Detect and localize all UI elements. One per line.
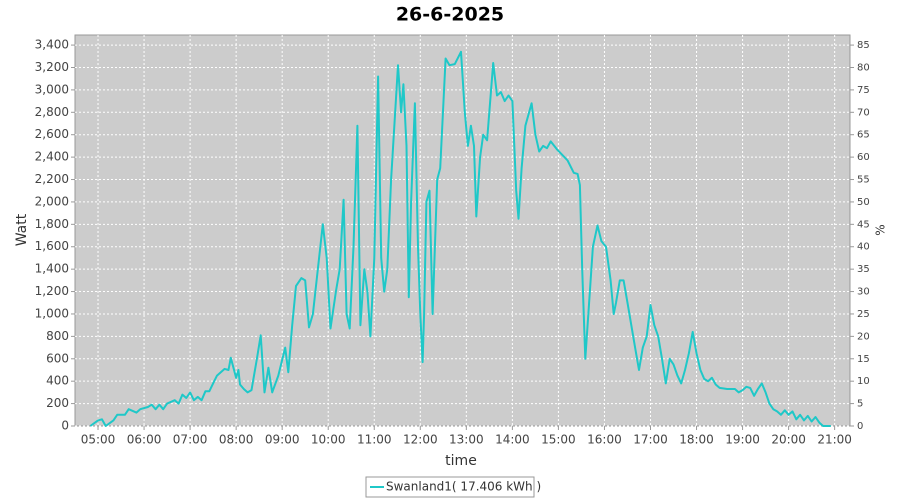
y-tick-label: 2,000 bbox=[35, 194, 69, 208]
y-tick-label: 400 bbox=[46, 374, 69, 388]
y2-tick-label: 70 bbox=[857, 107, 870, 118]
x-tick-label: 21:00 bbox=[817, 433, 852, 447]
y2-tick-label: 25 bbox=[857, 309, 870, 320]
x-tick-label: 16:00 bbox=[587, 433, 622, 447]
x-tick-label: 05:00 bbox=[81, 433, 116, 447]
y2-tick-label: 80 bbox=[857, 62, 870, 73]
x-tick-label: 15:00 bbox=[541, 433, 576, 447]
y2-tick-label: 15 bbox=[857, 354, 870, 365]
y-tick-label: 1,600 bbox=[35, 239, 69, 253]
x-tick-label: 08:00 bbox=[219, 433, 254, 447]
x-tick-label: 12:00 bbox=[403, 433, 438, 447]
x-tick-label: 06:00 bbox=[127, 433, 162, 447]
x-tick-label: 10:00 bbox=[311, 433, 346, 447]
y2-tick-label: 50 bbox=[857, 197, 870, 208]
y-axis-title: Watt bbox=[14, 213, 30, 246]
x-tick-label: 18:00 bbox=[679, 433, 714, 447]
y2-tick-label: 85 bbox=[857, 40, 870, 51]
x-tick-label: 17:00 bbox=[633, 433, 668, 447]
x-axis-title: time bbox=[445, 453, 477, 469]
y2-tick-label: 10 bbox=[857, 376, 870, 387]
y-tick-label: 2,600 bbox=[35, 127, 69, 141]
chart-title: 26-6-2025 bbox=[396, 4, 504, 26]
legend bbox=[365, 476, 535, 498]
line bbox=[89, 50, 831, 427]
y-tick-label: 1,800 bbox=[35, 217, 69, 231]
y-tick-label: 800 bbox=[46, 329, 69, 343]
y-tick-label: 3,000 bbox=[35, 82, 69, 96]
y-tick-label: 0 bbox=[61, 419, 69, 433]
y2-tick-label: 40 bbox=[857, 242, 870, 253]
y-tick-label: 1,400 bbox=[35, 262, 69, 276]
y2-tick-label: 35 bbox=[857, 264, 870, 275]
y2-axis-title: % bbox=[874, 224, 888, 235]
x-tick-label: 20:00 bbox=[771, 433, 806, 447]
plot-area bbox=[74, 34, 851, 427]
y2-tick-label: 55 bbox=[857, 175, 870, 186]
y-tick-label: 200 bbox=[46, 396, 69, 410]
y-tick-label: 1,200 bbox=[35, 284, 69, 298]
x-tick-label: 07:00 bbox=[173, 433, 208, 447]
y2-tick-label: 20 bbox=[857, 331, 870, 342]
y2-tick-label: 60 bbox=[857, 152, 870, 163]
x-tick-label: 14:00 bbox=[495, 433, 530, 447]
y-tick-label: 1,000 bbox=[35, 306, 69, 320]
x-tick-label: 09:00 bbox=[265, 433, 300, 447]
y2-tick-label: 75 bbox=[857, 85, 870, 96]
x-tick-label: 19:00 bbox=[725, 433, 760, 447]
legend-label: Swanland1( 17.406 kWh ) bbox=[386, 480, 541, 494]
y-tick-label: 3,200 bbox=[35, 60, 69, 74]
y-tick-label: 2,200 bbox=[35, 172, 69, 186]
y2-tick-label: 45 bbox=[857, 219, 870, 230]
y2-tick-label: 65 bbox=[857, 130, 870, 141]
y-tick-label: 2,800 bbox=[35, 105, 69, 119]
y2-tick-label: 30 bbox=[857, 287, 870, 298]
x-tick-label: 11:00 bbox=[357, 433, 392, 447]
x-tick-label: 13:00 bbox=[449, 433, 484, 447]
y-tick-label: 2,400 bbox=[35, 150, 69, 164]
y-tick-label: 600 bbox=[46, 351, 69, 365]
y2-tick-label: 0 bbox=[857, 421, 863, 432]
y2-tick-label: 5 bbox=[857, 399, 863, 410]
y-tick-label: 3,400 bbox=[35, 38, 69, 52]
